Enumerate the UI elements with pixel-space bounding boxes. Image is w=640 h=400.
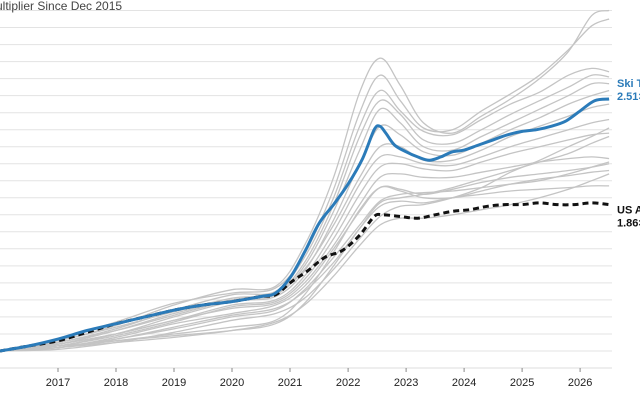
background-series-line (0, 74, 610, 352)
background-series (0, 9, 610, 352)
x-tick-label: 2018 (104, 377, 128, 389)
x-tick-label: 2017 (46, 377, 70, 389)
highlight-series-name: Ski To (617, 78, 640, 90)
x-tick-label: 2024 (452, 377, 476, 389)
x-tick-label: 2023 (394, 377, 418, 389)
background-series-line (0, 169, 610, 352)
background-series-line (0, 9, 610, 352)
x-tick-label: 2020 (220, 377, 244, 389)
x-tick-label: 2019 (162, 377, 186, 389)
background-series-line (0, 173, 610, 352)
background-series-line (0, 185, 610, 352)
x-tick-label: 2021 (278, 377, 302, 389)
y-axis-title: ultiplier Since Dec 2015 (0, 0, 122, 13)
series-line-highlight (0, 97, 610, 353)
background-series-line (0, 132, 610, 352)
background-series-line (0, 18, 610, 352)
baseline-series-name: US A (617, 205, 640, 217)
x-tick-label: 2022 (336, 377, 360, 389)
x-tick-label: 2025 (510, 377, 534, 389)
series-line-baseline (0, 201, 610, 353)
x-axis-ticks: 2017 2018 2019 2020 2021 2022 2023 2024 2025 2026 (0, 367, 612, 389)
baseline-series-value: 1.86× (617, 218, 640, 230)
gridlines (0, 10, 612, 369)
x-tick-label: 2026 (568, 377, 592, 389)
background-series-line (0, 82, 610, 352)
background-series-line (0, 118, 610, 352)
background-series-line (0, 161, 610, 352)
background-series-line (0, 135, 610, 352)
background-series-line (0, 103, 610, 352)
highlight-series-value: 2.51× (617, 91, 640, 103)
background-series-line (0, 127, 610, 352)
